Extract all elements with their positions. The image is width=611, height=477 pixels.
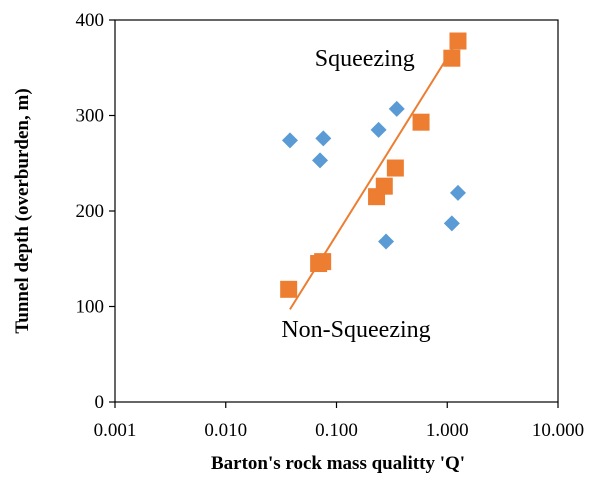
data-point-diamond bbox=[315, 130, 332, 147]
annotation-non-squeezing: Non-Squeezing bbox=[281, 317, 430, 343]
data-point-square bbox=[412, 113, 430, 131]
annotations: Squeezing Non-Squeezing bbox=[281, 46, 430, 343]
y-tick-label: 0 bbox=[95, 392, 105, 413]
data-point-square bbox=[443, 49, 461, 67]
x-tick-label: 0.010 bbox=[204, 420, 247, 441]
data-point-square bbox=[386, 159, 404, 177]
data-point-diamond bbox=[443, 215, 460, 232]
y-tick-label: 200 bbox=[76, 201, 105, 222]
data-point-square bbox=[314, 253, 332, 271]
y-tick-label: 100 bbox=[76, 297, 105, 318]
data-point-diamond bbox=[449, 184, 466, 201]
data-point-diamond bbox=[388, 100, 405, 117]
data-point-square bbox=[375, 177, 393, 195]
plot-area-border bbox=[114, 19, 559, 403]
annotation-squeezing: Squeezing bbox=[315, 46, 415, 72]
x-tick-label: 1.000 bbox=[426, 420, 469, 441]
x-tick-label: 0.001 bbox=[94, 420, 137, 441]
x-tick-label: 0.100 bbox=[315, 420, 358, 441]
y-axis-title: Tunnel depth (overburden, m) bbox=[12, 88, 33, 333]
data-point-square bbox=[449, 32, 467, 50]
data-point-square bbox=[280, 280, 298, 298]
data-points bbox=[280, 32, 467, 298]
y-tick-label: 400 bbox=[76, 10, 105, 31]
y-tick-label: 300 bbox=[76, 106, 105, 127]
x-axis-title: Barton's rock mass qualitty 'Q' bbox=[211, 453, 465, 474]
x-tick-label: 10.000 bbox=[532, 420, 584, 441]
axes: 0 100 200 300 400 0.001 0.010 0.100 1.000 10.000 bbox=[76, 10, 585, 441]
data-point-diamond bbox=[378, 233, 395, 250]
data-point-diamond bbox=[312, 152, 329, 169]
data-point-diamond bbox=[370, 121, 387, 138]
data-point-diamond bbox=[281, 132, 298, 149]
